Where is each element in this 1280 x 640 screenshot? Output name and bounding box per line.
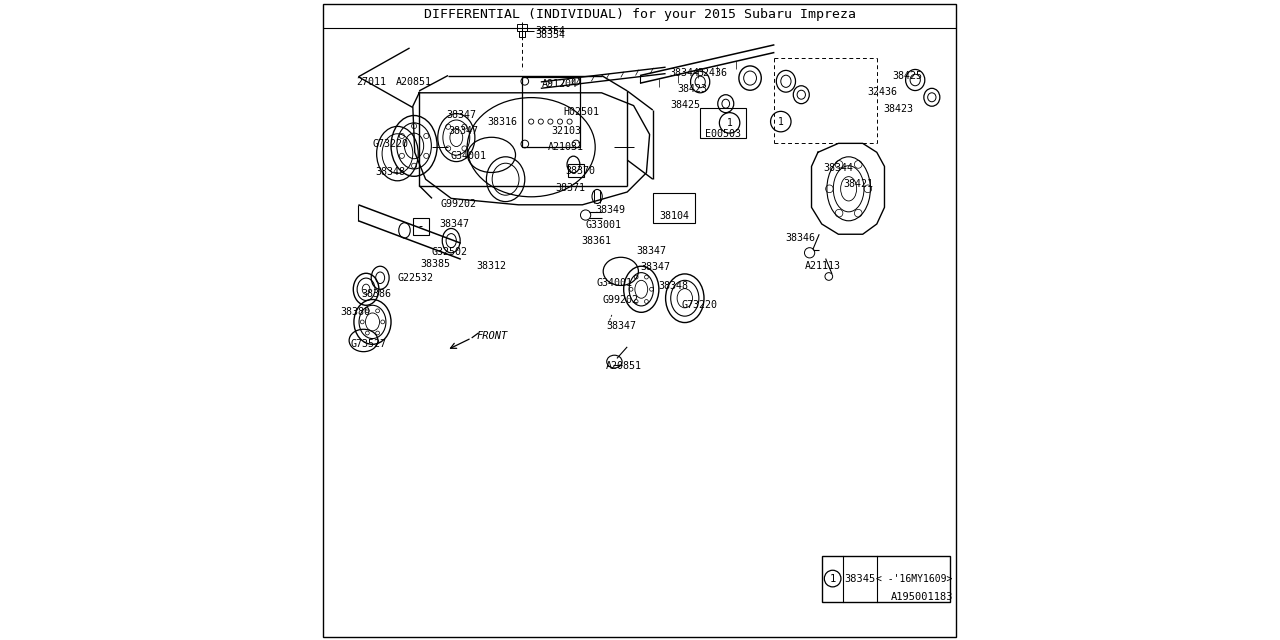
Text: A20851: A20851	[396, 77, 431, 87]
Text: 38344: 38344	[824, 163, 854, 173]
Text: G33001: G33001	[585, 220, 622, 230]
Text: 38316: 38316	[488, 117, 517, 127]
Text: G34001: G34001	[451, 150, 486, 161]
Text: A91204: A91204	[543, 79, 579, 90]
Text: G73527: G73527	[351, 339, 387, 349]
Text: 38344: 38344	[669, 68, 699, 78]
Text: A21031: A21031	[548, 142, 584, 152]
Text: 1: 1	[727, 118, 732, 128]
Text: 38347: 38347	[607, 321, 636, 332]
Text: 38425: 38425	[671, 100, 700, 110]
Text: A195001183: A195001183	[891, 591, 952, 602]
Bar	[520, 31, 525, 37]
Text: 38354: 38354	[536, 30, 566, 40]
Text: 38385: 38385	[420, 259, 451, 269]
Text: 38371: 38371	[556, 183, 585, 193]
Text: 38104: 38104	[659, 211, 689, 221]
Text: 38423: 38423	[883, 104, 913, 114]
Text: H02501: H02501	[563, 107, 599, 117]
Text: 38421: 38421	[844, 179, 873, 189]
Text: G34001: G34001	[596, 278, 632, 288]
Text: 38386: 38386	[362, 289, 392, 300]
Text: G99202: G99202	[603, 294, 639, 305]
Text: G22532: G22532	[397, 273, 434, 284]
Text: 38312: 38312	[476, 261, 506, 271]
Text: G73220: G73220	[681, 300, 718, 310]
Text: 38347: 38347	[641, 262, 671, 272]
Text: G73220: G73220	[372, 139, 408, 149]
Text: 38348: 38348	[376, 166, 406, 177]
Bar	[517, 24, 527, 31]
Bar	[568, 164, 584, 177]
Text: < -'16MY1609>: < -'16MY1609>	[876, 573, 952, 584]
Text: 27011: 27011	[356, 77, 387, 87]
Text: 38347: 38347	[439, 219, 468, 229]
Bar	[700, 108, 746, 138]
Text: 38349: 38349	[595, 205, 625, 215]
Text: 38345: 38345	[844, 573, 876, 584]
Bar	[412, 218, 429, 235]
Text: DIFFERENTIAL (INDIVIDUAL) for your 2015 Subaru Impreza: DIFFERENTIAL (INDIVIDUAL) for your 2015 …	[424, 8, 856, 20]
Text: 32436: 32436	[868, 87, 897, 97]
Bar	[823, 556, 951, 602]
Text: 38346: 38346	[786, 233, 815, 243]
Text: 38347: 38347	[448, 125, 477, 136]
Text: G32502: G32502	[433, 246, 468, 257]
Text: 32103: 32103	[552, 125, 581, 136]
Text: 38370: 38370	[566, 166, 595, 176]
Text: 32436: 32436	[698, 68, 727, 78]
Text: A21113: A21113	[805, 261, 841, 271]
Bar	[654, 193, 695, 223]
Text: 1: 1	[829, 573, 836, 584]
Text: 38347: 38347	[447, 110, 476, 120]
Text: 38347: 38347	[636, 246, 666, 256]
Text: E00503: E00503	[704, 129, 741, 140]
Text: 38354: 38354	[535, 26, 564, 36]
Text: 38361: 38361	[581, 236, 611, 246]
Text: 1: 1	[778, 116, 783, 127]
Text: 38348: 38348	[658, 281, 689, 291]
Text: FRONT: FRONT	[477, 331, 508, 341]
Text: 38380: 38380	[340, 307, 370, 317]
Text: 38425: 38425	[893, 70, 923, 81]
Bar	[522, 77, 580, 147]
Text: G99202: G99202	[440, 198, 476, 209]
Text: A20851: A20851	[607, 361, 643, 371]
Text: 38423: 38423	[677, 84, 707, 94]
